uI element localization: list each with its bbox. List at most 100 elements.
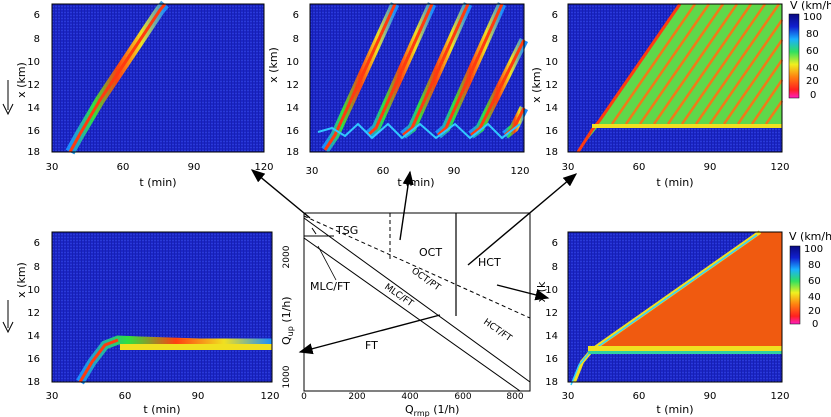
region-mlc-ft: MLC/FT (310, 280, 350, 293)
jam-front-edge (570, 234, 758, 386)
x-tick: 60 (119, 391, 132, 402)
y-tick: 8 (552, 262, 558, 273)
boundary-line (303, 237, 521, 392)
arrow-to-top-right (467, 173, 578, 266)
region-oct: OCT (419, 246, 442, 259)
x-tick: 30 (562, 391, 575, 402)
x-tick: 90 (704, 391, 717, 402)
heatmap-area (52, 232, 272, 382)
y-axis-label: x (km) (530, 67, 543, 103)
x-tick-labels: 30 60 90 120 (306, 166, 530, 177)
colorbar-tick: 20 (808, 306, 821, 317)
y-tick: 10 (27, 285, 40, 296)
bottleneck-line (120, 344, 272, 350)
y-tick: 18 (545, 377, 558, 388)
panel-frame (567, 231, 783, 383)
arrow-to-top-middle (399, 170, 414, 241)
y-tick: 16 (545, 354, 558, 365)
y-tick-labels: 6 8 10 12 14 16 18 (27, 238, 40, 388)
y-tick: 18 (27, 377, 40, 388)
y-tick: 8 (34, 34, 40, 45)
congestion-core (78, 338, 119, 383)
panel-frame (51, 231, 273, 383)
colorbar-tick: 0 (810, 90, 816, 101)
y-tick: 12 (286, 80, 299, 91)
x-tick: 90 (192, 391, 205, 402)
x-tick: 60 (633, 391, 646, 402)
y-tick: 16 (27, 354, 40, 365)
x-tick: 90 (188, 162, 201, 173)
y-tick: 6 (34, 238, 40, 249)
x-tick: 30 (46, 391, 59, 402)
direction-arrow-icon (2, 80, 14, 116)
x-axis-label: t (min) (656, 176, 693, 189)
phase-diagram: 0 200 400 600 800 2000 1000 Qrmp (1/h) Q… (280, 212, 531, 417)
panel-bottom-left: 6 8 10 12 14 16 18 30 60 90 120 t (min) … (2, 231, 280, 416)
y-tick: 16 (286, 126, 299, 137)
y-tick: 18 (286, 147, 299, 158)
colorbar-tick: 60 (808, 276, 821, 287)
x-axis-label: t (min) (139, 176, 176, 189)
y-tick: 16 (27, 126, 40, 137)
y-tick: 12 (545, 308, 558, 319)
colorbar-tick: 80 (808, 260, 821, 271)
x-tick-labels: 30 60 90 120 (562, 162, 790, 173)
x-tick: 90 (448, 166, 461, 177)
y-axis-label: x (k (535, 281, 548, 302)
diagram-x-label: Qrmp (1/h) (405, 403, 459, 417)
colorbar-tick: 40 (806, 63, 819, 74)
diagram-x-ticks: 0 200 400 600 800 (301, 392, 524, 402)
y-tick-labels: 6 8 10 12 14 16 18 (545, 238, 558, 388)
x-axis-label: t (min) (397, 176, 434, 189)
arrow-to-bottom-right (496, 284, 550, 301)
panel-bottom-right: 6 8 10 12 14 16 18 30 60 90 120 t (min) … (535, 230, 831, 416)
y-tick: 8 (552, 34, 558, 45)
x-tick-labels: 30 60 90 120 (46, 162, 274, 173)
y-tick: 6 (293, 10, 299, 21)
panel-top-left: 6 8 10 12 14 16 18 30 60 90 120 t (min) … (2, 0, 274, 189)
y-tick: 12 (545, 80, 558, 91)
direction-arrow-icon (2, 300, 14, 334)
colorbar-tick: 80 (806, 29, 819, 40)
colorbar-tick: 100 (804, 244, 823, 255)
y-tick: 10 (545, 57, 558, 68)
x-tick: 120 (770, 162, 789, 173)
congestion-core (68, 3, 167, 153)
diagram-frame (303, 212, 531, 392)
y-tick-labels: 6 8 10 12 14 16 18 (286, 10, 299, 158)
boundary-line (303, 217, 531, 383)
x-tick: 30 (306, 166, 319, 177)
x-tick: 200 (348, 392, 365, 402)
y-tick: 12 (27, 80, 40, 91)
bottleneck-edge (588, 351, 782, 354)
colorbar-title: V (km/h) (790, 0, 831, 12)
y-tick: 10 (545, 285, 558, 296)
y-tick: 8 (293, 34, 299, 45)
y-tick-labels: 6 8 10 12 14 16 18 (545, 10, 558, 158)
jam-region (574, 232, 782, 382)
y-tick: 6 (34, 10, 40, 21)
arrow-to-top-left (250, 169, 311, 219)
x-tick: 120 (770, 391, 789, 402)
y-tick: 14 (545, 331, 558, 342)
bottleneck-line (588, 346, 782, 351)
y-tick: 14 (545, 103, 558, 114)
x-axis-label: t (min) (656, 403, 693, 416)
colorbar-tick: 40 (808, 292, 821, 303)
y-tick: 14 (286, 103, 299, 114)
x-tick: 120 (254, 162, 273, 173)
x-tick: 30 (46, 162, 59, 173)
colorbar-gradient (789, 245, 801, 325)
y-tick: 8 (34, 262, 40, 273)
colorbar-top: V (km/h) 100 80 60 40 20 0 (788, 0, 831, 101)
y-tick: 2000 (282, 245, 292, 268)
x-tick: 120 (260, 391, 279, 402)
y-axis-label: x (km) (15, 262, 28, 298)
panel-frame (51, 3, 265, 153)
y-tick: 6 (552, 10, 558, 21)
x-tick: 30 (562, 162, 575, 173)
y-tick: 1000 (282, 365, 292, 388)
colorbar-gradient (788, 13, 800, 99)
x-tick: 400 (401, 392, 418, 402)
